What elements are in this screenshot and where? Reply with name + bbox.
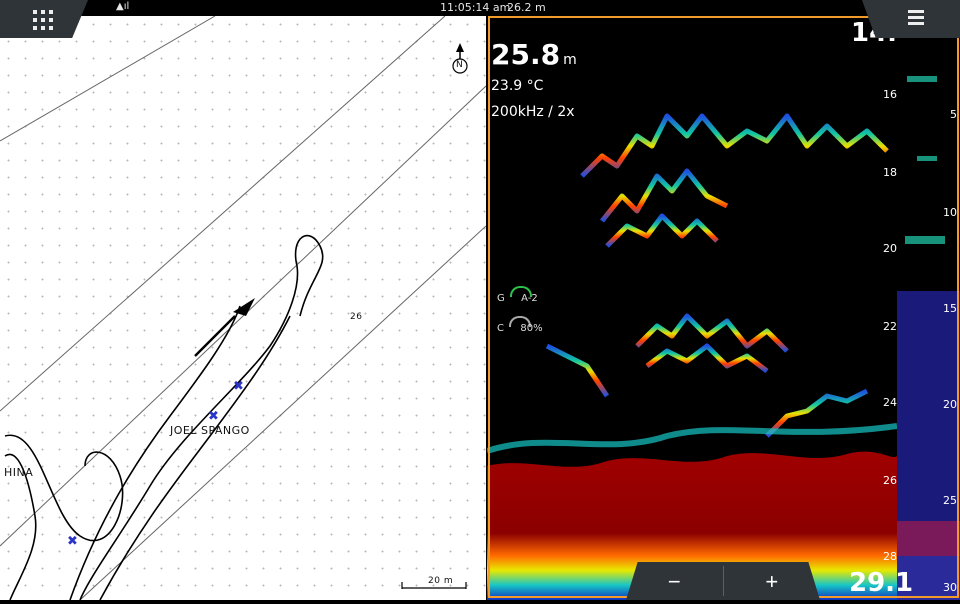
side-sonar-noise bbox=[905, 76, 945, 244]
color-value: 80% bbox=[520, 323, 543, 334]
gain-arc-icon bbox=[509, 286, 532, 297]
depth-scale-26: 26 bbox=[883, 474, 897, 487]
depth-contour-label: 26 bbox=[350, 312, 363, 322]
menu-icon[interactable] bbox=[908, 10, 924, 28]
zoom-out-button[interactable]: − bbox=[626, 562, 723, 600]
status-depth: 26.2 m bbox=[507, 1, 546, 14]
color-label: C bbox=[497, 323, 504, 334]
side-scale-20: 20 bbox=[943, 398, 957, 411]
side-scale-5: 5 bbox=[950, 108, 957, 121]
gain-gauge[interactable]: G A-2 bbox=[497, 286, 538, 304]
depth-scale-22: 22 bbox=[883, 320, 897, 333]
apps-grid-icon[interactable] bbox=[33, 10, 53, 30]
side-scale-25: 25 bbox=[943, 494, 957, 507]
depth-scale-16: 16 bbox=[883, 88, 897, 101]
sonar-pane[interactable]: 25.8m 23.9 °C 200kHz / 2x 14. 29.1 G A-2… bbox=[486, 16, 960, 600]
gain-value: A-2 bbox=[521, 293, 538, 304]
status-bar: ▲ıl 11:05:14 am 26.2 m bbox=[0, 0, 960, 16]
apps-tab[interactable] bbox=[0, 0, 88, 38]
signal-icon: ▲ıl bbox=[116, 1, 130, 12]
place-label-joel-spango: JOEL SPANGO bbox=[170, 424, 250, 437]
color-arc-icon bbox=[509, 316, 532, 327]
waypoint-icon: ✖ bbox=[208, 409, 219, 424]
scale-label: 20 m bbox=[428, 576, 454, 586]
side-scale-15: 15 bbox=[943, 302, 957, 315]
gain-label: G bbox=[497, 293, 505, 304]
waypoint-icon: ✖ bbox=[67, 534, 78, 549]
side-scale-10: 10 bbox=[943, 206, 957, 219]
range-bottom-readout: 29.1 bbox=[849, 568, 914, 598]
zoom-controls: − + bbox=[626, 562, 820, 600]
waypoint-markers: ✖ ✖ ✖ bbox=[67, 379, 244, 549]
fish-echo-marks bbox=[545, 113, 889, 438]
color-gauge[interactable]: C 80% bbox=[497, 316, 543, 334]
menu-tab[interactable] bbox=[862, 0, 960, 38]
depth-scale-18: 18 bbox=[883, 166, 897, 179]
north-arrow-icon bbox=[452, 43, 468, 74]
zoom-in-button[interactable]: + bbox=[724, 562, 821, 600]
depth-scale-24: 24 bbox=[883, 396, 897, 409]
status-time: 11:05:14 am bbox=[440, 1, 511, 14]
side-scale-30: 30 bbox=[943, 581, 957, 594]
place-label-hina: HINA bbox=[4, 466, 34, 479]
frequency-readout[interactable]: 200kHz / 2x bbox=[491, 104, 575, 120]
waypoint-icon: ✖ bbox=[233, 379, 244, 394]
depth-readout: 25.8 m bbox=[491, 38, 577, 71]
depth-scale-20: 20 bbox=[883, 242, 897, 255]
depth-scale-28: 28 bbox=[883, 550, 897, 563]
chart-pane[interactable]: ✖ ✖ ✖ N 26 JOEL SPANGO HINA 20 m bbox=[0, 16, 486, 600]
north-label: N bbox=[456, 60, 464, 70]
vessel-icon bbox=[233, 298, 255, 316]
temperature-readout: 23.9 °C bbox=[491, 78, 544, 94]
zoom-divider bbox=[722, 566, 724, 596]
chart-map: ✖ ✖ ✖ bbox=[0, 16, 486, 600]
